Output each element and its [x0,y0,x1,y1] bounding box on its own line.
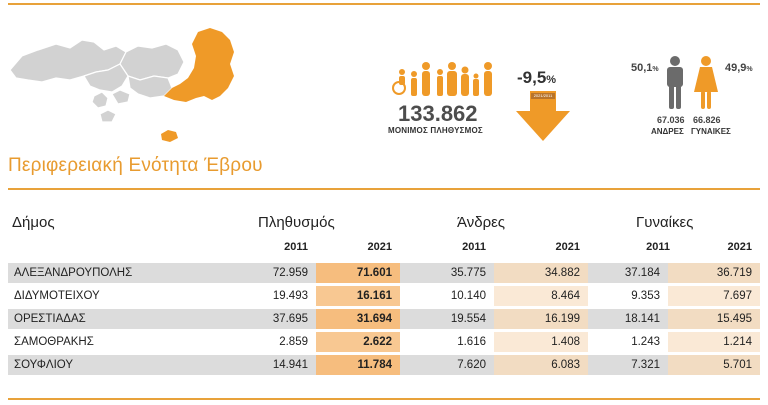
municipality-name: ΣΑΜΟΘΡΑΚΗΣ [8,332,232,352]
women-pct-value: 49,9 [725,62,747,74]
municipality-name: ΑΛΕΞΑΝΔΡΟΥΠΟΛΗΣ [8,263,232,283]
neighbor-regions-map [9,39,185,123]
men-percentage: 50,1% [631,62,659,74]
header-municipality: Δήμος [12,214,55,231]
change-unit: % [546,74,557,86]
women-2011: 37.184 [588,263,668,283]
men-2021: 34.882 [494,263,588,283]
municipality-name: ΟΡΕΣΤΙΑΔΑΣ [8,309,232,329]
arrow-down-icon [516,91,570,141]
evros-region-map [161,28,234,142]
year-pop-2011: 2011 [284,241,308,253]
section-divider [8,188,760,190]
header-women: Γυναίκες [636,214,694,231]
municipality-name: ΣΟΥΦΛΙΟΥ [8,355,232,375]
year-women-2011: 2011 [646,241,670,253]
region-title: Περιφερειακή Ενότητα Έβρου [8,155,263,176]
population-2011: 72.959 [232,263,316,283]
men-pct-unit: % [652,66,659,73]
women-2021: 15.495 [668,309,760,329]
region-map [9,28,234,142]
men-2021: 6.083 [494,355,588,375]
population-2011: 2.859 [232,332,316,352]
year-men-2011: 2011 [462,241,486,253]
population-2021: 11.784 [316,355,400,375]
year-men-2021: 2021 [555,241,580,253]
table-row: ΑΛΕΞΑΝΔΡΟΥΠΟΛΗΣ 72.959 71.601 35.775 34.… [8,263,760,283]
woman-icon [694,56,718,109]
women-count: 66.826 [693,115,721,125]
population-2021: 2.622 [316,332,400,352]
population-label: ΜΟΝΙΜΟΣ ΠΛΗΘΥΣΜΟΣ [388,126,483,135]
population-value: 133.862 [398,101,478,126]
table-row: ΔΙΔΥΜΟΤΕΙΧΟΥ 19.493 16.161 10.140 8.464 … [8,286,760,306]
women-2021: 5.701 [668,355,760,375]
header-population: Πληθυσμός [258,214,335,231]
women-2011: 18.141 [588,309,668,329]
change-years-tag: 2021/2011 [531,93,555,99]
population-change: -9,5% [517,68,556,88]
bottom-divider [8,398,760,400]
year-pop-2021: 2021 [367,241,392,253]
men-2011: 10.140 [400,286,494,306]
men-2021: 8.464 [494,286,588,306]
women-2021: 36.719 [668,263,760,283]
municipality-name: ΔΙΔΥΜΟΤΕΙΧΟΥ [8,286,232,306]
population-2021: 71.601 [316,263,400,283]
population-2021: 31.694 [316,309,400,329]
population-2011: 19.493 [232,286,316,306]
year-women-2021: 2021 [727,241,752,253]
header-men: Άνδρες [457,214,506,231]
women-2021: 7.697 [668,286,760,306]
top-divider [8,3,760,5]
table-row: ΟΡΕΣΤΙΑΔΑΣ 37.695 31.694 19.554 16.199 1… [8,309,760,329]
women-pct-unit: % [746,66,753,73]
population-2021: 16.161 [316,286,400,306]
men-2021: 1.408 [494,332,588,352]
table-row: ΣΟΥΦΛΙΟΥ 14.941 11.784 7.620 6.083 7.321… [8,355,760,375]
men-2011: 7.620 [400,355,494,375]
men-label: ΑΝΔΡΕΣ [651,127,684,136]
table-row: ΣΑΜΟΘΡΑΚΗΣ 2.859 2.622 1.616 1.408 1.243… [8,332,760,352]
women-2011: 7.321 [588,355,668,375]
population-2011: 14.941 [232,355,316,375]
women-percentage: 49,9% [725,62,753,74]
men-2011: 1.616 [400,332,494,352]
women-2021: 1.214 [668,332,760,352]
men-pct-value: 50,1 [631,62,653,74]
change-value: -9,5 [517,68,547,87]
men-count: 67.036 [657,115,685,125]
men-2011: 35.775 [400,263,494,283]
men-2011: 19.554 [400,309,494,329]
population-group-icon [392,62,492,96]
men-2021: 16.199 [494,309,588,329]
population-2011: 37.695 [232,309,316,329]
women-2011: 9.353 [588,286,668,306]
man-icon [667,56,683,109]
women-label: ΓΥΝΑΙΚΕΣ [691,127,731,136]
women-2011: 1.243 [588,332,668,352]
